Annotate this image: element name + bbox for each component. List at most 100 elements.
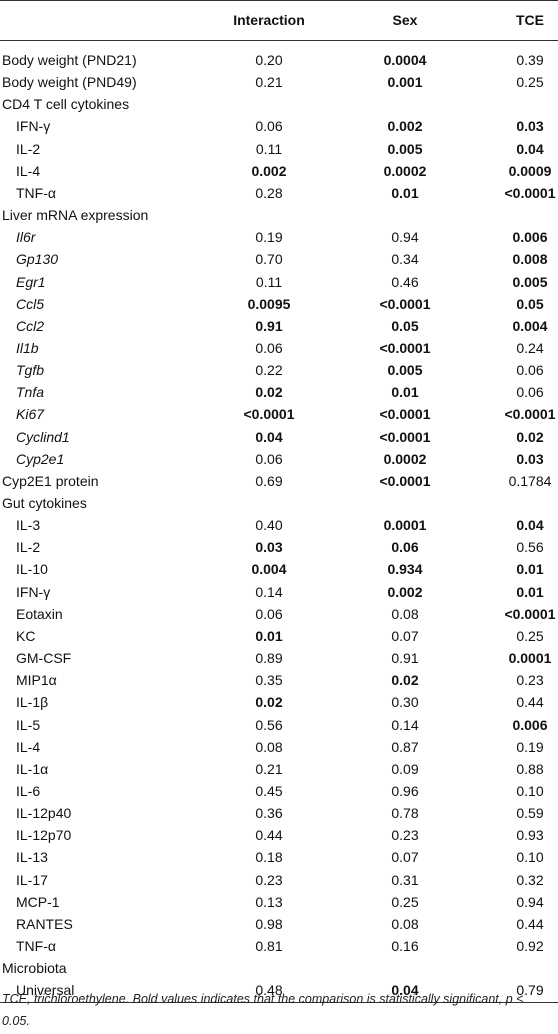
value-cell: 0.0004 — [383, 52, 427, 68]
value-cell: 0.21 — [255, 760, 283, 777]
value-cell: 0.24 — [516, 339, 544, 356]
value-cell: 0.16 — [391, 938, 419, 954]
value-cell: 0.06 — [255, 605, 283, 622]
value-cell: 0.0001 — [508, 650, 552, 667]
value-cell: 0.08 — [391, 915, 419, 932]
value-cell: 0.02 — [391, 672, 419, 689]
row-label: IL-10 — [16, 561, 48, 578]
value-cell: 0.59 — [516, 805, 544, 822]
value-cell: 0.02 — [255, 384, 283, 401]
value-cell: 0.07 — [391, 849, 419, 866]
value-cell: 0.04 — [255, 428, 283, 445]
value-cell: <0.0001 — [379, 406, 431, 423]
value-cell: 0.004 — [512, 317, 548, 334]
value-cell: 0.08 — [255, 738, 283, 755]
value-cell: <0.0001 — [379, 295, 431, 312]
value-cell: 0.70 — [255, 251, 283, 268]
row-label: Egr1 — [16, 273, 46, 290]
section-heading: Liver mRNA expression — [2, 207, 149, 224]
value-cell: 0.81 — [255, 938, 283, 954]
row-label: IL-4 — [16, 162, 41, 179]
value-cell: 0.06 — [255, 450, 283, 467]
row-label: Il6r — [16, 229, 36, 246]
value-cell: 0.03 — [516, 118, 544, 135]
row-label: Gp130 — [16, 251, 59, 268]
value-cell: 0.69 — [255, 472, 283, 489]
column-header: Interaction — [233, 12, 305, 28]
value-cell: 0.94 — [391, 229, 419, 246]
value-cell: 0.87 — [391, 738, 419, 755]
value-cell: 0.006 — [512, 229, 548, 246]
value-cell: 0.01 — [391, 384, 419, 401]
value-cell: 0.006 — [512, 716, 548, 733]
value-cell: 0.1784 — [508, 472, 552, 489]
row-label: Body weight (PND49) — [2, 74, 137, 91]
value-cell: 0.79 — [516, 982, 544, 999]
value-cell: <0.0001 — [504, 184, 556, 201]
value-cell: <0.0001 — [243, 406, 295, 423]
value-cell: 0.03 — [255, 539, 283, 556]
value-cell: 0.01 — [391, 184, 419, 201]
value-cell: 0.19 — [255, 229, 283, 246]
value-cell: 0.001 — [387, 74, 423, 91]
section-heading: Microbiota — [2, 960, 67, 977]
value-cell: 0.002 — [251, 162, 287, 179]
row-label: IL-1α — [16, 760, 49, 777]
value-cell: 0.44 — [516, 694, 544, 711]
value-cell: 0.0002 — [383, 450, 427, 467]
row-label: RANTES — [16, 915, 73, 932]
value-cell: 0.96 — [391, 782, 419, 799]
value-cell: 0.94 — [516, 893, 544, 910]
value-cell: 0.36 — [255, 805, 283, 822]
value-cell: 0.21 — [255, 74, 283, 91]
row-label: Cyp2E1 protein — [2, 472, 99, 489]
value-cell: 0.02 — [516, 428, 544, 445]
row-label: Cyp2e1 — [16, 450, 65, 467]
value-cell: 0.05 — [516, 295, 544, 312]
value-cell: 0.10 — [516, 782, 544, 799]
value-cell: 0.22 — [255, 362, 283, 379]
value-cell: 0.002 — [387, 583, 423, 600]
value-cell: 0.48 — [255, 982, 283, 999]
value-cell: 0.25 — [516, 627, 544, 644]
value-cell: 0.0001 — [383, 517, 427, 534]
value-cell: 0.01 — [516, 561, 544, 578]
row-label: Universal — [16, 982, 75, 999]
row-label: Tnfa — [16, 384, 45, 401]
value-cell: 0.34 — [391, 251, 419, 268]
value-cell: 0.23 — [516, 672, 544, 689]
value-cell: 0.04 — [391, 982, 419, 999]
row-label: MCP-1 — [16, 893, 60, 910]
header-rule — [0, 40, 558, 41]
row-label: IFN-γ — [16, 118, 51, 135]
row-label: MIP1α — [16, 672, 57, 689]
value-cell: 0.44 — [255, 827, 283, 844]
column-header: TCE — [516, 12, 544, 28]
value-cell: 0.14 — [391, 716, 419, 733]
value-cell: 0.44 — [516, 915, 544, 932]
row-label: IL-2 — [16, 539, 41, 556]
row-label: Eotaxin — [16, 605, 63, 622]
value-cell: 0.002 — [387, 118, 423, 135]
value-cell: 0.004 — [251, 561, 287, 578]
row-label: Il1b — [16, 339, 39, 356]
row-label: KC — [16, 627, 36, 644]
value-cell: 0.88 — [516, 760, 544, 777]
value-cell: 0.31 — [391, 871, 419, 888]
value-cell: 0.07 — [391, 627, 419, 644]
row-label: IL-2 — [16, 140, 41, 157]
row-label: TNF-α — [16, 184, 56, 201]
value-cell: <0.0001 — [379, 472, 431, 489]
value-cell: 0.11 — [255, 273, 283, 290]
value-cell: 0.005 — [387, 140, 423, 157]
value-cell: 0.10 — [516, 849, 544, 866]
value-cell: 0.30 — [391, 694, 419, 711]
value-cell: 0.06 — [516, 384, 544, 401]
value-cell: 0.06 — [516, 362, 544, 379]
value-cell: 0.008 — [512, 251, 548, 268]
row-label: Ki67 — [16, 406, 45, 423]
value-cell: 0.56 — [255, 716, 283, 733]
value-cell: 0.02 — [255, 694, 283, 711]
value-cell: 0.934 — [387, 561, 423, 578]
